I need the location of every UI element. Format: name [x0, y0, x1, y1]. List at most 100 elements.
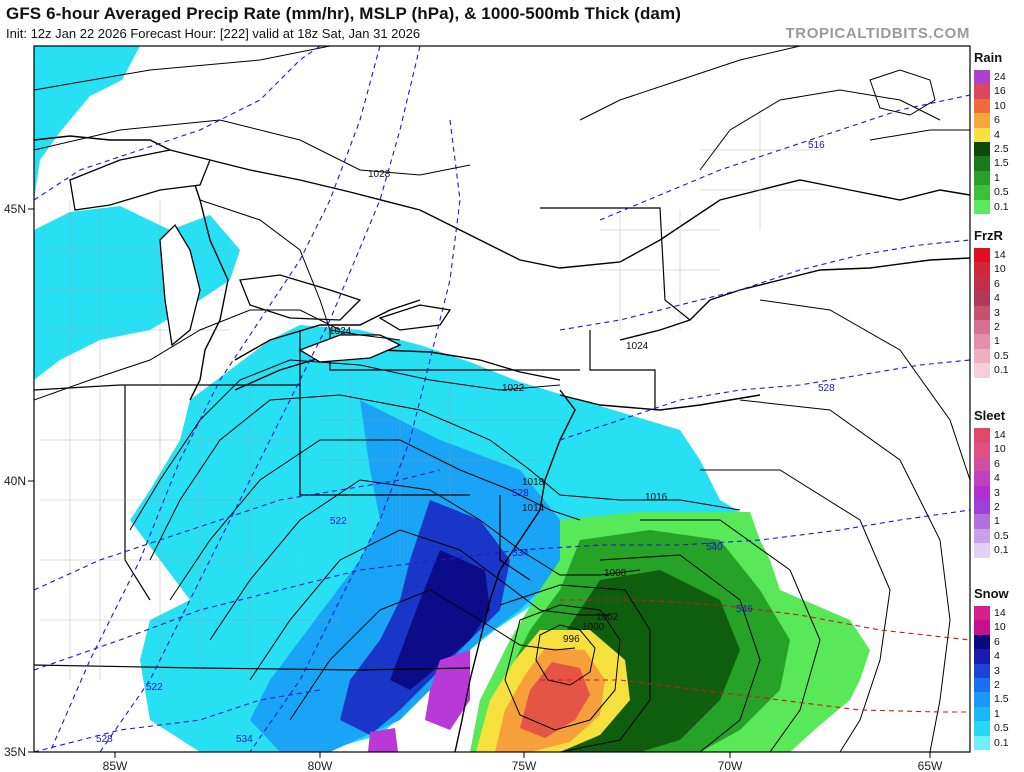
legend-swatch: [974, 199, 990, 214]
legend-swatch: [974, 471, 990, 486]
lat-label: 45N: [4, 202, 26, 216]
precip-legend: Rain 24 16 10 6 4 2.5 1.5 1 0.5 0.1 FrzR 14 10 6 4 3 2 1 0.…: [972, 46, 1024, 756]
legend-label: 1: [994, 335, 1000, 348]
legend-swatch: [974, 663, 990, 678]
legend-label: 2: [994, 501, 1000, 513]
legend-label: 1: [994, 515, 1000, 528]
sleet-field: [368, 650, 470, 752]
legend-label: 14: [994, 249, 1006, 261]
legend-swatch: [974, 456, 990, 472]
lat-label: 40N: [4, 474, 26, 488]
isobar-label: 1008: [604, 568, 627, 579]
legend-swatch: [974, 620, 990, 635]
isobar-label: 1024: [329, 326, 352, 337]
thickness-label: 534: [236, 734, 253, 745]
county-lines: [40, 110, 820, 680]
legend-swatch: [974, 334, 990, 349]
legend-label: 2.5: [994, 143, 1009, 155]
legend-label: 0.1: [994, 736, 1009, 749]
legend-colorbar: [974, 428, 990, 558]
legend-label: 3: [994, 306, 1000, 319]
legend-swatch: [974, 485, 990, 500]
thickness-label: 534: [512, 548, 529, 559]
legend-swatch: [974, 156, 990, 171]
legend-swatch: [974, 442, 990, 457]
isobars: [34, 46, 970, 752]
legend-label: 6: [994, 114, 1000, 127]
legend-label: 3: [994, 664, 1000, 677]
legend-label: 1.5: [994, 693, 1009, 706]
legend-label: 0.1: [994, 200, 1009, 213]
legend-label: 0.1: [994, 364, 1009, 377]
legend-swatch: [974, 113, 990, 128]
legend-swatch: [974, 84, 990, 99]
legend-swatch: [974, 692, 990, 707]
legend-swatch: [974, 499, 990, 515]
legend-colorbar: [974, 606, 990, 750]
isobar-label: 1028: [368, 169, 391, 180]
legend-swatch: [974, 363, 990, 378]
isobar-label: 1022: [502, 383, 525, 394]
map-title: GFS 6-hour Averaged Precip Rate (mm/hr),…: [6, 4, 681, 23]
lon-label: 80W: [308, 759, 333, 772]
lon-label: 70W: [718, 759, 743, 772]
legend-swatch: [974, 721, 990, 736]
legend-colorbar: [974, 70, 990, 214]
legend-swatch: [974, 127, 990, 142]
legend-swatch: [974, 276, 990, 292]
legend-label: 2: [994, 321, 1000, 333]
rain-red-field: [520, 662, 590, 738]
legend-swatch: [974, 606, 990, 621]
legend-label: 6: [994, 277, 1000, 290]
legend-label: 6: [994, 635, 1000, 648]
legend-label: 14: [994, 607, 1006, 619]
lon-label: 65W: [918, 759, 943, 772]
legend-swatch: [974, 98, 990, 114]
lakes: [69, 149, 452, 363]
legend-swatch: [974, 735, 990, 750]
legend-label: 0.5: [994, 529, 1009, 542]
legend-swatch: [974, 170, 990, 186]
legend-label: 1.5: [994, 157, 1009, 170]
thickness-label: 546: [736, 604, 753, 615]
brand-watermark: TROPICALTIDBITS.COM: [785, 25, 970, 42]
legend-swatch: [974, 428, 990, 443]
legend-swatch: [974, 305, 990, 320]
legend-label: 4: [994, 472, 1000, 485]
legend-swatch: [974, 649, 990, 664]
legend-label: 24: [994, 71, 1006, 83]
legend-swatch: [974, 291, 990, 306]
legend-label: 0.1: [994, 544, 1009, 557]
legend-swatch: [974, 543, 990, 558]
isobar-label: 1014: [522, 503, 545, 514]
isobar-labels: 1028 1024 1024 1022 1018 1016 1014 1008 …: [329, 169, 668, 645]
thickness-label: 516: [808, 140, 825, 151]
legend-label: 14: [994, 429, 1006, 441]
legend-label: 10: [994, 621, 1006, 634]
legend-title-snow: Snow: [974, 586, 1009, 601]
legend-swatch: [974, 514, 990, 529]
legend-label: 2: [994, 679, 1000, 691]
legend-label: 0.5: [994, 186, 1009, 199]
thickness-lines-red: [540, 599, 970, 713]
legend-label: 1: [994, 171, 1000, 184]
legend-swatch: [974, 248, 990, 263]
thickness-label: 522: [146, 682, 163, 693]
legend-title-sleet: Sleet: [974, 408, 1006, 423]
isobar-label: 1024: [626, 341, 649, 352]
legend-swatch: [974, 262, 990, 277]
lon-axis: 85W 80W 75W 70W 65W: [103, 752, 943, 772]
thickness-lines-blue: [34, 46, 970, 752]
legend-label: 1: [994, 707, 1000, 720]
legend-swatch: [974, 677, 990, 693]
lon-label: 85W: [103, 759, 128, 772]
legend-label: 6: [994, 457, 1000, 470]
legend-label: 10: [994, 263, 1006, 276]
map-subtitle: Init: 12z Jan 22 2026 Forecast Hour: [22…: [6, 26, 421, 41]
map-frame: [33, 45, 971, 753]
isobar-label: 1002: [596, 612, 619, 623]
legend-title-rain: Rain: [974, 50, 1003, 65]
legend-swatch: [974, 706, 990, 722]
legend-swatch: [974, 141, 990, 157]
